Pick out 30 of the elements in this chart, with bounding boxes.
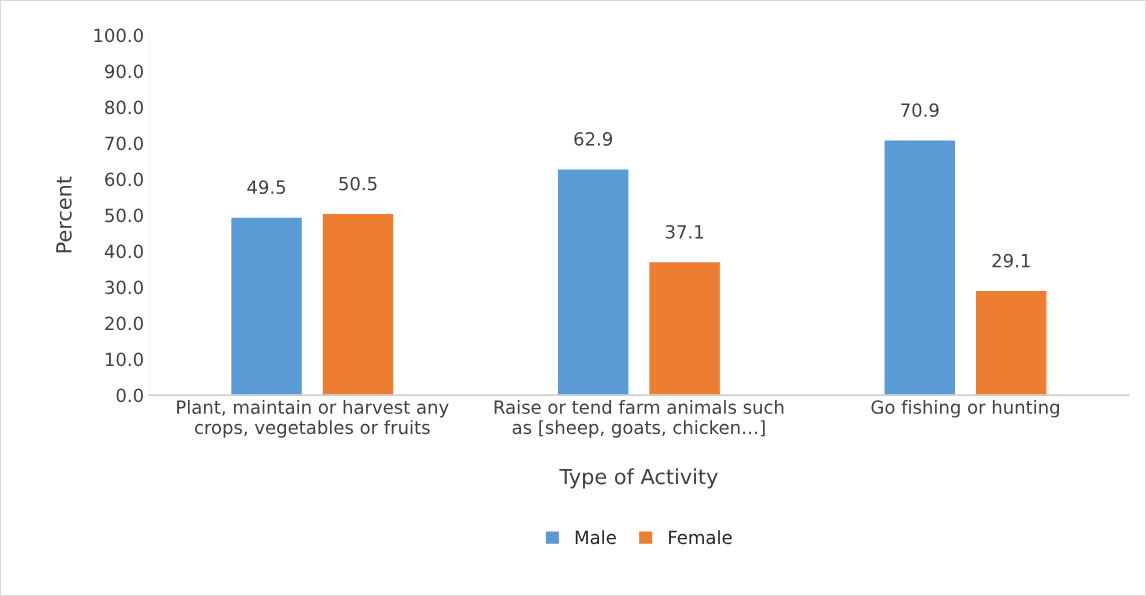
y-tick-label: 50.0 xyxy=(105,208,143,223)
y-tick-label: 30.0 xyxy=(105,280,143,295)
data-label: 62.9 xyxy=(574,132,612,146)
y-tick-label: 40.0 xyxy=(104,244,143,259)
legend-label: Female xyxy=(669,530,732,545)
x-tick-label: Go fishing or hunting xyxy=(871,400,1059,418)
data-label: 50.5 xyxy=(339,176,377,191)
x-tick-label: Plant, maintain or harvest any crops, vegetables or fruits xyxy=(177,400,449,438)
y-tick-label: 80.0 xyxy=(105,100,143,115)
y-tick-label: 90.0 xyxy=(105,64,143,79)
legend-label: Male xyxy=(575,530,616,545)
bar xyxy=(647,260,722,396)
data-label: 70.9 xyxy=(901,103,939,117)
y-tick-label: 70.0 xyxy=(105,136,143,151)
x-tick-label: Raise or tend farm animals such as [sheep, goats, chicken…] xyxy=(494,400,784,438)
x-axis-title: Type of Activity xyxy=(559,468,718,489)
y-tick-label: 0.0 xyxy=(116,388,143,403)
y-tick-label: 20.0 xyxy=(105,316,143,331)
data-label: 29.1 xyxy=(992,253,1030,268)
y-tick-label: 100.0 xyxy=(94,28,143,43)
bar xyxy=(229,216,304,396)
y-axis-title: Percent xyxy=(56,176,72,253)
data-label: 49.5 xyxy=(247,180,286,195)
data-label: 37.1 xyxy=(665,224,704,239)
bar xyxy=(883,139,957,396)
bar xyxy=(321,212,395,396)
bar xyxy=(556,168,630,396)
y-tick-label: 10.0 xyxy=(105,352,143,367)
bar xyxy=(974,289,1048,396)
y-tick-label: 60.0 xyxy=(105,172,143,187)
